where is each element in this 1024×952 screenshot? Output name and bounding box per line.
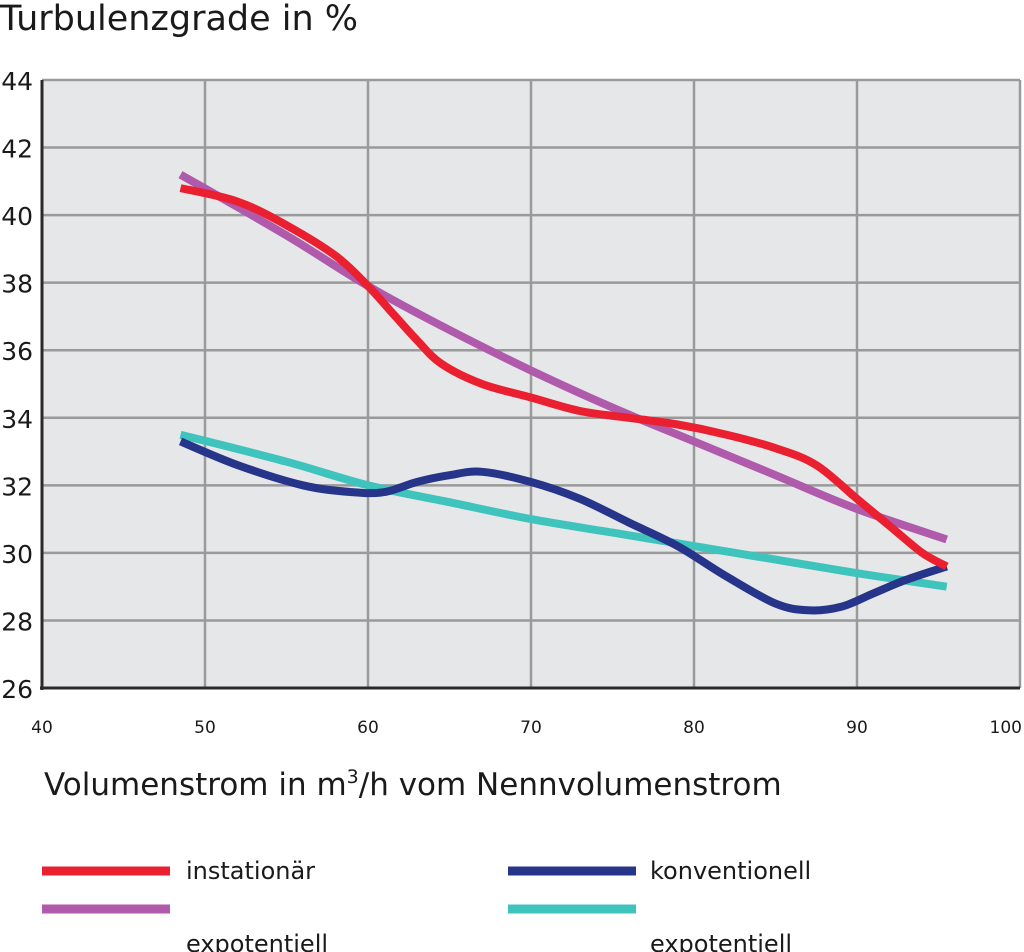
legend: instationär expotentiell(instationär) konv… xyxy=(42,857,811,952)
x-tick-label: 100 xyxy=(990,718,1022,738)
x-tick-label: 50 xyxy=(194,718,216,738)
series-expotentiell-instationaer-line xyxy=(178,171,948,544)
legend-label: instationär xyxy=(186,857,315,885)
grid-lines xyxy=(42,78,1022,688)
series-konventionell-line xyxy=(178,437,948,615)
legend-label: konventionell xyxy=(650,857,811,885)
y-tick-label: 26 xyxy=(1,675,33,704)
x-tick-label: 60 xyxy=(357,718,379,738)
tick-labels: 26 28 30 32 34 36 38 40 42 44 40 50 60 70 80 90 100 xyxy=(1,67,1022,738)
legend-item-expotentiell-instationaer: expotentiell(instationär) xyxy=(42,904,328,952)
axes xyxy=(40,80,1020,690)
series-expotentiell-konventionell-line xyxy=(179,430,948,591)
legend-item-expotentiell-konventionell: expotentiell(konventionell) xyxy=(508,904,792,952)
y-tick-label: 34 xyxy=(1,405,33,434)
y-tick-label: 30 xyxy=(1,540,33,569)
x-axis-label: Volumenstrom in m3/h vom Nennvolumenstro… xyxy=(44,766,782,803)
x-tick-label: 70 xyxy=(520,718,542,738)
legend-label: expotentiell xyxy=(650,930,792,952)
y-tick-label: 40 xyxy=(1,202,33,231)
series-lines xyxy=(178,171,949,615)
y-tick-label: 28 xyxy=(1,607,33,636)
series-instationaer-line xyxy=(179,184,949,570)
x-axis-label-rest: /h vom Nennvolumenstrom xyxy=(359,767,782,803)
legend-label: expotentiell xyxy=(186,930,328,952)
y-tick-label: 44 xyxy=(1,67,33,96)
chart-title: Turbulenzgrade in % xyxy=(0,0,358,39)
y-tick-label: 38 xyxy=(1,270,33,299)
legend-item-instationaer: instationär xyxy=(42,857,315,885)
legend-item-konventionell: konventionell xyxy=(508,857,811,885)
y-tick-label: 42 xyxy=(1,135,33,164)
x-tick-label: 40 xyxy=(31,718,53,738)
y-tick-label: 32 xyxy=(1,472,33,501)
x-axis-label-superscript: 3 xyxy=(347,766,359,788)
x-tick-label: 90 xyxy=(846,718,868,738)
y-tick-label: 36 xyxy=(1,337,33,366)
x-axis-label-main: Volumenstrom in m xyxy=(44,767,347,803)
x-tick-label: 80 xyxy=(683,718,705,738)
